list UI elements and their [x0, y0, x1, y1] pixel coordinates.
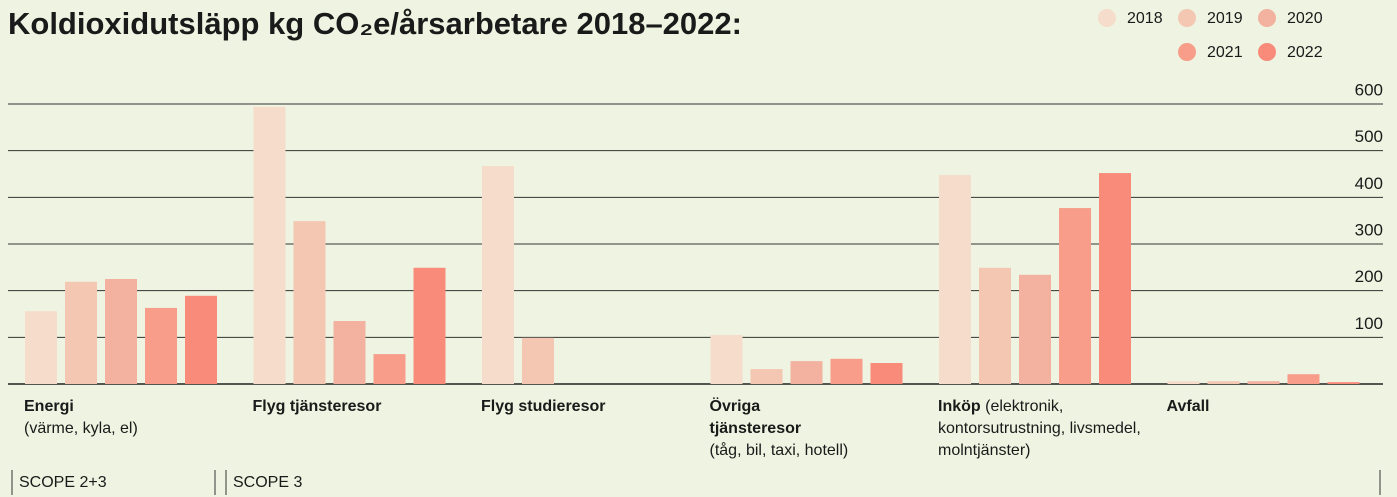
bar	[333, 321, 366, 384]
bar	[185, 295, 217, 384]
bar	[145, 307, 177, 384]
bar	[1327, 382, 1360, 384]
legend-label: 2020	[1287, 10, 1323, 27]
y-tick-label: 300	[1355, 220, 1383, 239]
category-label: Energi (värme, kyla, el)	[24, 396, 214, 440]
bar	[105, 279, 137, 384]
category-name: Inköp	[938, 398, 981, 415]
bar	[413, 267, 446, 384]
legend-label: 2022	[1287, 44, 1323, 61]
y-tick-label: 100	[1355, 314, 1383, 333]
bar	[750, 369, 783, 384]
bar	[1167, 381, 1200, 384]
y-tick-label: 400	[1355, 174, 1383, 193]
category-note: (elektronik, kontorsutrustning, livsmede…	[938, 398, 1141, 459]
legend-swatch	[1098, 9, 1116, 27]
bar	[373, 354, 406, 384]
category-label: Flyg studieresor	[481, 396, 681, 418]
legend-label: 2018	[1127, 10, 1163, 27]
bar	[870, 363, 903, 384]
bar	[790, 361, 823, 384]
bar	[1059, 208, 1091, 384]
y-tick-label: 500	[1355, 127, 1383, 146]
legend-swatch	[1258, 9, 1276, 27]
chart-title: Koldioxidutsläpp kg CO₂e/årsarbetare 201…	[8, 6, 742, 41]
legend-label: 2019	[1207, 10, 1243, 27]
category-name: Avfall	[1166, 398, 1210, 415]
category-name: Flyg tjänsteresor	[252, 398, 382, 415]
category-name: Flyg studieresor	[481, 398, 606, 415]
category-name: Övriga tjänsteresor	[709, 398, 802, 437]
bar	[979, 267, 1011, 384]
category-label: Flyg tjänsteresor	[253, 396, 453, 418]
bar	[65, 281, 97, 384]
bar	[939, 174, 971, 384]
category-label: Övriga tjänsteresor (tåg, bil, taxi, hot…	[709, 396, 849, 462]
bar	[1247, 381, 1280, 384]
bar	[293, 221, 326, 384]
scope-label: SCOPE 3	[233, 474, 302, 491]
y-tick-label: 200	[1355, 267, 1383, 286]
category-note: (tåg, bil, taxi, hotell)	[709, 442, 849, 459]
scope-label: SCOPE 2+3	[19, 474, 107, 491]
legend-label: 2021	[1207, 44, 1243, 61]
legend-swatch	[1178, 43, 1196, 61]
bar	[1099, 173, 1131, 384]
bar	[25, 311, 57, 384]
legend-swatch	[1258, 43, 1276, 61]
category-label: Avfall	[1167, 396, 1367, 418]
bar	[522, 337, 554, 384]
y-tick-label: 600	[1355, 80, 1383, 99]
bar	[710, 335, 743, 384]
bar	[1207, 381, 1240, 384]
bar	[253, 106, 286, 385]
category-note: (värme, kyla, el)	[24, 420, 138, 437]
legend-swatch	[1178, 9, 1196, 27]
bar	[1287, 374, 1320, 384]
bar	[482, 166, 514, 384]
category-label: Inköp (elektronik, kontorsutrustning, li…	[938, 396, 1153, 462]
category-name: Energi	[24, 398, 74, 415]
bar	[1019, 274, 1051, 384]
bar	[830, 358, 863, 384]
